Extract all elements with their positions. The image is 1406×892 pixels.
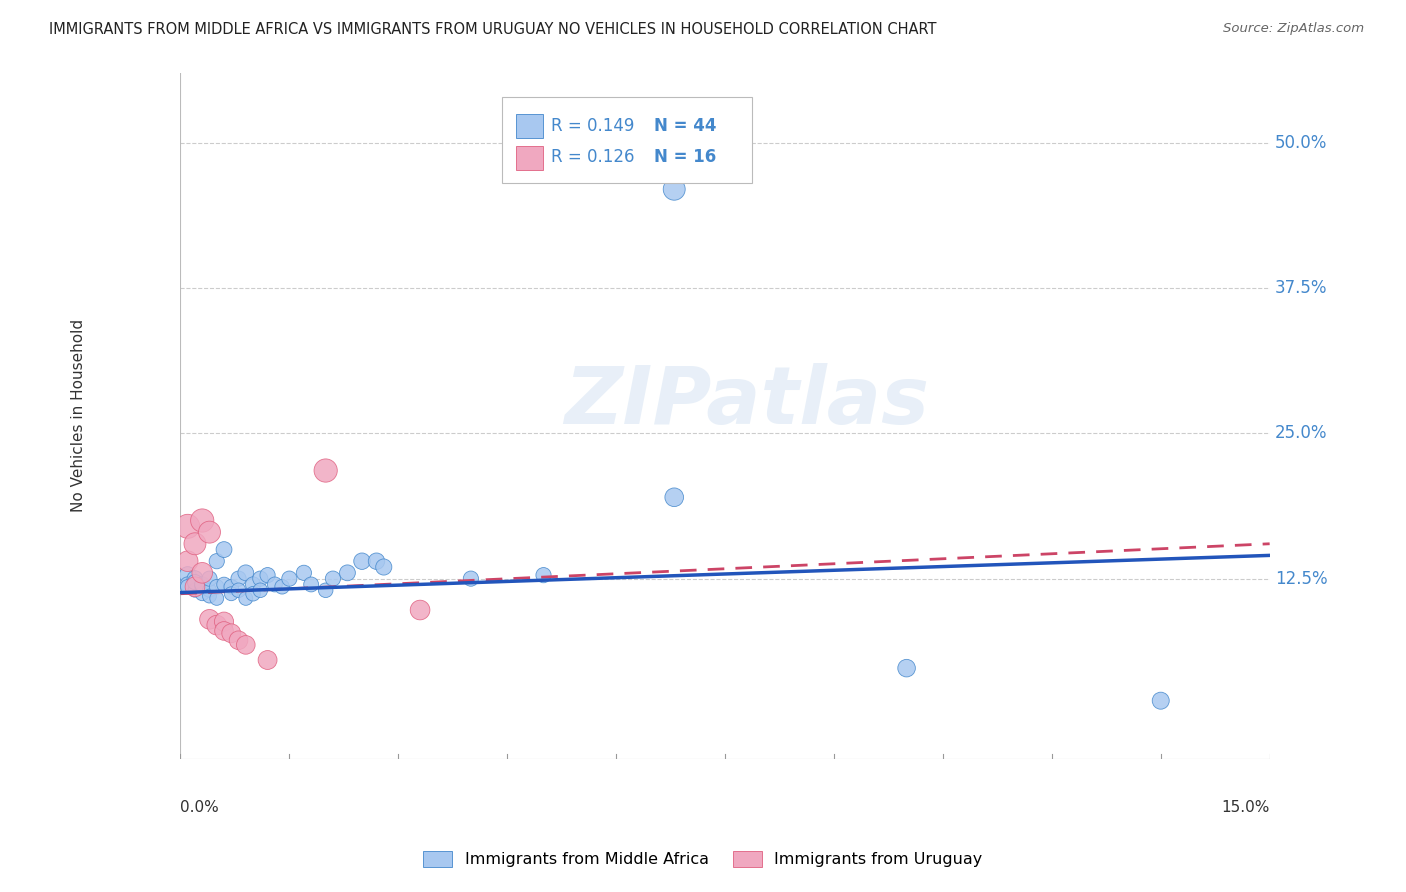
Point — [212, 577, 235, 591]
Legend: Immigrants from Middle Africa, Immigrants from Uruguay: Immigrants from Middle Africa, Immigrant… — [415, 843, 991, 875]
Point — [198, 612, 221, 626]
Text: N = 44: N = 44 — [654, 117, 717, 135]
Point — [198, 525, 221, 540]
Text: R = 0.149: R = 0.149 — [551, 117, 634, 135]
Point — [205, 580, 228, 594]
Point — [184, 575, 207, 590]
Text: N = 16: N = 16 — [654, 148, 717, 166]
Point — [219, 587, 242, 601]
Text: No Vehicles in Household: No Vehicles in Household — [72, 319, 86, 513]
Point — [249, 583, 271, 598]
Point — [191, 566, 214, 580]
Point — [198, 572, 221, 586]
Text: 0.0%: 0.0% — [180, 799, 219, 814]
Point — [292, 566, 315, 580]
Point — [373, 560, 395, 574]
Point — [322, 572, 344, 586]
Point — [191, 514, 214, 528]
Point — [177, 554, 200, 568]
Point — [460, 572, 482, 586]
Point — [177, 568, 200, 582]
Point — [664, 182, 686, 196]
Text: R = 0.126: R = 0.126 — [551, 148, 634, 166]
Point — [299, 577, 322, 591]
Point — [235, 638, 257, 652]
Point — [235, 566, 257, 580]
Point — [191, 580, 214, 594]
Text: 25.0%: 25.0% — [1275, 425, 1327, 442]
Point — [315, 464, 337, 478]
Point — [228, 572, 250, 586]
Point — [191, 577, 214, 591]
Bar — [516, 114, 543, 138]
Point — [184, 580, 207, 594]
Text: 37.5%: 37.5% — [1275, 279, 1327, 297]
Point — [205, 618, 228, 632]
Point — [271, 580, 294, 594]
Point — [533, 568, 555, 582]
Point — [242, 587, 264, 601]
Bar — [516, 145, 543, 169]
Point — [198, 589, 221, 603]
Point — [184, 583, 207, 598]
Point — [205, 591, 228, 606]
FancyBboxPatch shape — [502, 97, 752, 183]
Text: IMMIGRANTS FROM MIDDLE AFRICA VS IMMIGRANTS FROM URUGUAY NO VEHICLES IN HOUSEHOL: IMMIGRANTS FROM MIDDLE AFRICA VS IMMIGRA… — [49, 22, 936, 37]
Point — [315, 583, 337, 598]
Point — [198, 583, 221, 598]
Text: 15.0%: 15.0% — [1222, 799, 1270, 814]
Point — [256, 568, 278, 582]
Point — [184, 537, 207, 551]
Point — [664, 490, 686, 504]
Point — [249, 572, 271, 586]
Point — [235, 591, 257, 606]
Point — [177, 580, 200, 594]
Point — [219, 626, 242, 640]
Point — [242, 577, 264, 591]
Point — [896, 661, 918, 675]
Text: ZIPatlas: ZIPatlas — [564, 363, 929, 442]
Point — [366, 554, 388, 568]
Point — [350, 554, 373, 568]
Point — [219, 580, 242, 594]
Point — [184, 572, 207, 586]
Text: Source: ZipAtlas.com: Source: ZipAtlas.com — [1223, 22, 1364, 36]
Text: 12.5%: 12.5% — [1275, 570, 1327, 588]
Point — [212, 624, 235, 638]
Point — [278, 572, 301, 586]
Point — [177, 577, 200, 591]
Point — [336, 566, 359, 580]
Point — [191, 587, 214, 601]
Point — [212, 542, 235, 557]
Point — [177, 519, 200, 533]
Point — [228, 583, 250, 598]
Point — [212, 615, 235, 629]
Point — [228, 633, 250, 648]
Point — [263, 577, 285, 591]
Point — [409, 603, 432, 617]
Point — [205, 554, 228, 568]
Text: 50.0%: 50.0% — [1275, 134, 1327, 152]
Point — [1150, 694, 1173, 708]
Point — [256, 653, 278, 667]
